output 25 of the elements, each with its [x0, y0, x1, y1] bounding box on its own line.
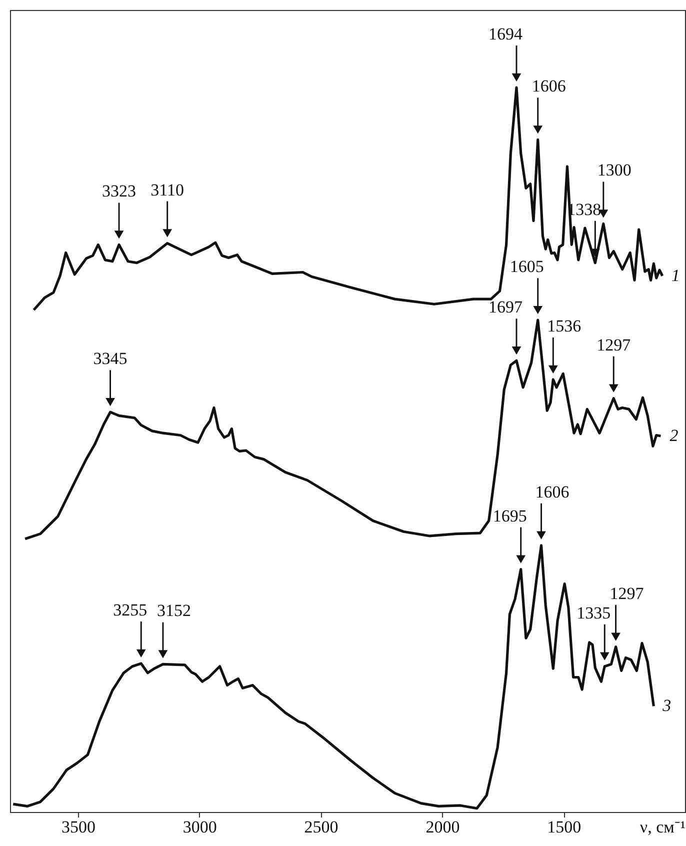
annotation: 1536 — [547, 316, 582, 336]
x-tick-label: 3500 — [61, 818, 96, 836]
annotation: 1694 — [488, 24, 523, 44]
annotation: 3323 — [102, 182, 136, 201]
annotation: 3255 — [113, 600, 148, 620]
annotation: 1297 — [610, 584, 644, 603]
annotation: 1300 — [597, 160, 632, 180]
series-label: 2 — [670, 426, 679, 445]
annotation: 1606 — [535, 482, 570, 502]
x-tick-label: 2000 — [426, 818, 460, 836]
x-tick-label: 1500 — [547, 818, 582, 836]
x-tick-label: 2500 — [304, 818, 338, 836]
annotation: 3152 — [156, 601, 191, 620]
series-label: 3 — [662, 696, 672, 716]
annotation: 1697 — [488, 298, 523, 317]
series-label: 1 — [671, 266, 680, 285]
annotation: 1695 — [492, 506, 527, 526]
annotation: 3345 — [93, 349, 128, 368]
annotation: 1335 — [576, 603, 611, 622]
annotation: 3110 — [150, 180, 184, 200]
annotation: 1297 — [596, 335, 632, 354]
x-axis-title: ν, см⁻¹ — [640, 818, 686, 836]
x-tick-label: 3000 — [182, 818, 217, 836]
annotation: 1605 — [510, 257, 544, 276]
annotation: 1606 — [532, 76, 566, 96]
